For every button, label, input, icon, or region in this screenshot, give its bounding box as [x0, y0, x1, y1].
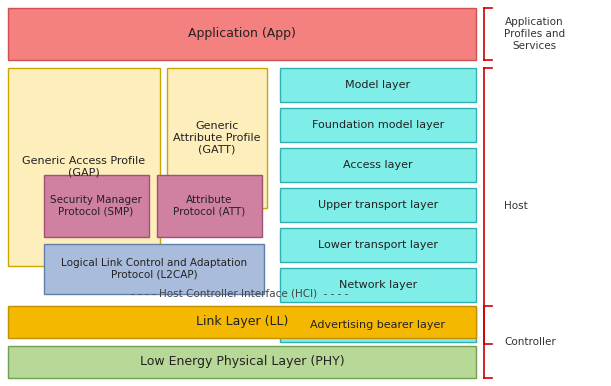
- Bar: [280, 68, 476, 102]
- Text: Upper transport layer: Upper transport layer: [318, 200, 438, 210]
- Bar: [8, 8, 476, 60]
- Bar: [157, 175, 262, 237]
- Text: Attribute
Protocol (ATT): Attribute Protocol (ATT): [173, 195, 245, 217]
- Text: Host: Host: [504, 201, 528, 211]
- Text: Advertising bearer layer: Advertising bearer layer: [310, 320, 445, 330]
- Bar: [280, 108, 476, 142]
- Text: - - - - Host Controller Interface (HCI)  - - - -: - - - - Host Controller Interface (HCI) …: [131, 289, 349, 299]
- Bar: [280, 148, 476, 182]
- Text: Access layer: Access layer: [343, 160, 413, 170]
- Text: Model layer: Model layer: [345, 80, 411, 90]
- Bar: [280, 188, 476, 222]
- Bar: [167, 68, 267, 208]
- Bar: [44, 244, 264, 294]
- Text: Security Manager
Protocol (SMP): Security Manager Protocol (SMP): [50, 195, 142, 217]
- Text: Lower transport layer: Lower transport layer: [318, 240, 438, 250]
- Bar: [8, 68, 160, 266]
- Bar: [280, 268, 476, 302]
- Text: Link Layer (LL): Link Layer (LL): [196, 315, 288, 328]
- Bar: [280, 308, 476, 342]
- Text: Generic Access Profile
(GAP): Generic Access Profile (GAP): [23, 156, 145, 178]
- Text: Generic
Attribute Profile
(GATT): Generic Attribute Profile (GATT): [174, 122, 261, 155]
- Text: Controller: Controller: [504, 337, 556, 347]
- Bar: [8, 306, 476, 338]
- Text: Application (App): Application (App): [188, 27, 296, 41]
- Bar: [280, 228, 476, 262]
- Bar: [44, 175, 149, 237]
- Text: Low Energy Physical Layer (PHY): Low Energy Physical Layer (PHY): [140, 356, 345, 369]
- Text: Foundation model layer: Foundation model layer: [312, 120, 444, 130]
- Text: Logical Link Control and Adaptation
Protocol (L2CAP): Logical Link Control and Adaptation Prot…: [61, 258, 247, 280]
- Text: Network layer: Network layer: [339, 280, 417, 290]
- Text: Application
Profiles and
Services: Application Profiles and Services: [504, 17, 565, 51]
- Bar: [8, 346, 476, 378]
